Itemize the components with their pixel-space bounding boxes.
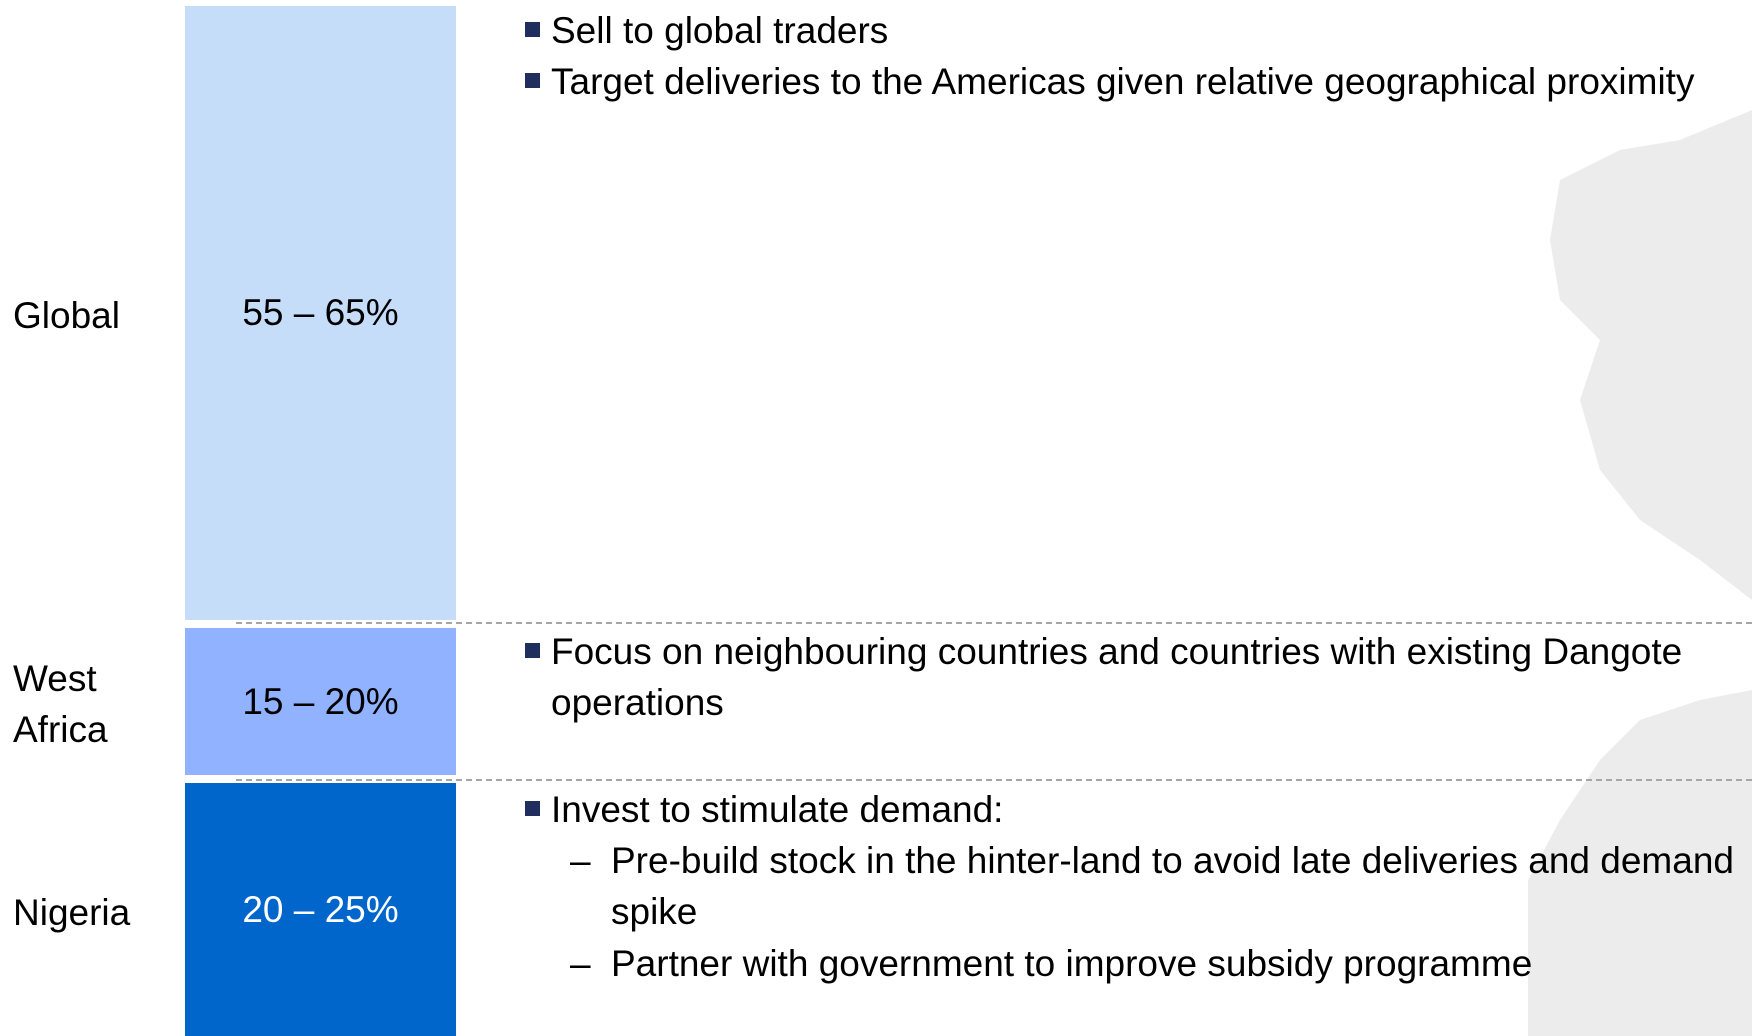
bullet: Focus on neighbouring countries and coun… [525,626,1746,728]
row-label: Global [13,295,120,336]
share-bar: 15 – 20% [185,628,456,775]
bullet: Invest to stimulate demand: [525,784,1746,835]
sub-bullet: Pre-build stock in the hinter-land to av… [570,835,1749,937]
share-bar: 55 – 65% [185,6,456,620]
divider [236,779,1752,781]
sub-bullet: Partner with government to improve subsi… [570,938,1749,989]
row-label: Nigeria [13,892,131,933]
divider [236,622,1752,624]
row-label: West Africa [13,658,108,750]
bullet: Target deliveries to the Americas given … [525,56,1746,107]
bullet: Sell to global traders [525,5,1746,56]
share-bar: 20 – 25% [185,783,456,1036]
